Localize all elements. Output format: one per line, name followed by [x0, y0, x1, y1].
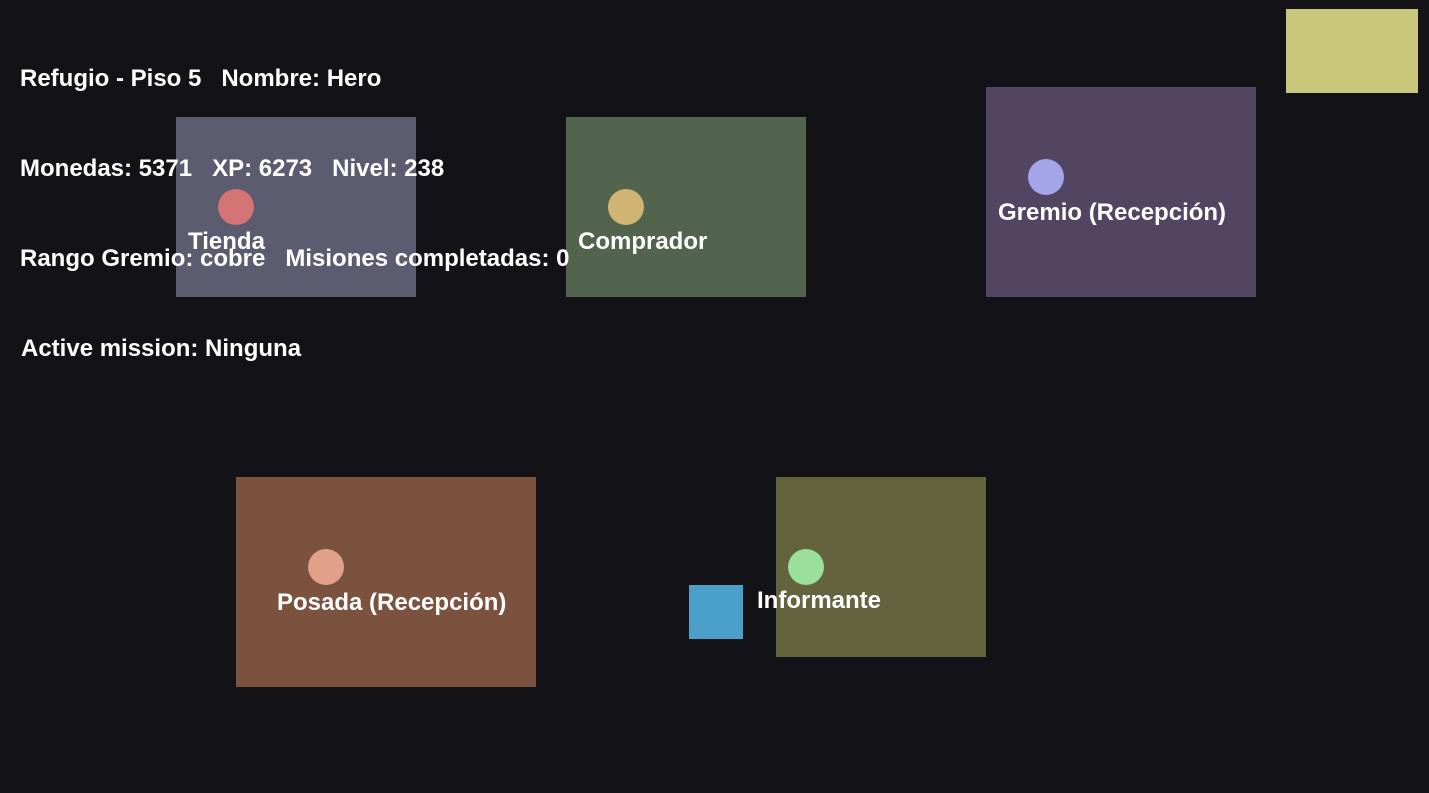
hud-guild-rank: Rango Gremio: cobre Misiones completadas…: [20, 245, 570, 272]
npc-posada[interactable]: [308, 549, 344, 585]
room-comprador: [566, 117, 806, 297]
hud-panel: Refugio - Piso 5 Nombre: Hero Monedas: 5…: [20, 4, 569, 394]
room-label-tienda: Tienda: [188, 228, 265, 255]
npc-tienda[interactable]: [218, 189, 254, 225]
room-label-posada: Posada (Recepción): [277, 589, 507, 616]
player-avatar[interactable]: [689, 585, 743, 639]
room-tienda: [176, 117, 416, 297]
room-posada: [236, 477, 536, 687]
npc-gremio[interactable]: [1028, 159, 1064, 195]
room-label-gremio: Gremio (Recepción): [998, 199, 1227, 226]
room-label-informante: Informante: [757, 587, 882, 614]
hud-active-mission: Active mission: Ninguna: [21, 335, 302, 362]
npc-comprador[interactable]: [608, 189, 644, 225]
npc-informante[interactable]: [788, 549, 824, 585]
room-label-comprador: Comprador: [578, 228, 708, 255]
hud-stats: Monedas: 5371 XP: 6273 Nivel: 238: [20, 155, 445, 182]
minimap: [1286, 9, 1418, 93]
hud-location-name: Refugio - Piso 5 Nombre: Hero: [20, 65, 382, 92]
room-gremio: [986, 87, 1256, 297]
